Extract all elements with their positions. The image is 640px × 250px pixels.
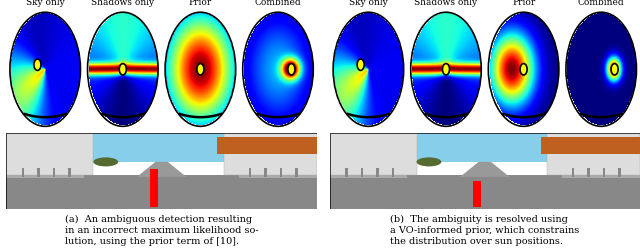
Bar xyxy=(280,168,282,177)
Bar xyxy=(150,170,157,207)
Bar xyxy=(603,168,605,177)
Bar xyxy=(330,134,640,162)
Bar xyxy=(618,168,621,177)
Bar xyxy=(474,181,481,207)
Circle shape xyxy=(357,60,364,71)
Title: Prior: Prior xyxy=(189,0,212,8)
Bar xyxy=(53,168,56,177)
Bar xyxy=(68,168,71,177)
Bar xyxy=(6,134,317,162)
Circle shape xyxy=(611,64,618,76)
Bar xyxy=(572,168,574,177)
Bar xyxy=(563,171,640,179)
Bar xyxy=(295,168,298,177)
Ellipse shape xyxy=(417,158,442,167)
Title: Prior: Prior xyxy=(512,0,535,8)
Bar xyxy=(6,175,317,209)
Circle shape xyxy=(442,64,449,76)
Polygon shape xyxy=(137,162,186,177)
Bar xyxy=(392,168,394,177)
Bar xyxy=(239,171,317,179)
Polygon shape xyxy=(541,138,640,155)
Text: (a)  An ambiguous detection resulting
in an incorrect maximum likelihood so-
lut: (a) An ambiguous detection resulting in … xyxy=(65,214,259,245)
Bar xyxy=(547,134,640,175)
Circle shape xyxy=(288,64,295,76)
Title: Sky only: Sky only xyxy=(349,0,388,8)
Bar xyxy=(224,134,317,175)
Bar xyxy=(361,168,363,177)
Bar xyxy=(330,171,407,179)
Bar xyxy=(6,171,84,179)
Bar xyxy=(330,175,640,209)
Title: Shadows only: Shadows only xyxy=(415,0,477,8)
Text: (b)  The ambiguity is resolved using
a VO-informed prior, which constrains
the d: (b) The ambiguity is resolved using a VO… xyxy=(390,214,579,245)
Title: Sky only: Sky only xyxy=(26,0,65,8)
Bar xyxy=(376,168,379,177)
Circle shape xyxy=(520,64,527,76)
Polygon shape xyxy=(218,138,317,155)
Bar xyxy=(248,168,251,177)
Title: Shadows only: Shadows only xyxy=(92,0,154,8)
Ellipse shape xyxy=(93,158,118,167)
Circle shape xyxy=(34,60,41,71)
Bar xyxy=(588,168,589,177)
Bar xyxy=(264,168,266,177)
Bar xyxy=(22,168,24,177)
Bar xyxy=(38,168,40,177)
Circle shape xyxy=(119,64,126,76)
Title: Combined: Combined xyxy=(578,0,625,8)
Bar xyxy=(6,134,93,175)
Polygon shape xyxy=(460,162,509,177)
Title: Combined: Combined xyxy=(255,0,301,8)
Bar xyxy=(345,168,348,177)
Circle shape xyxy=(197,64,204,76)
Bar xyxy=(330,134,417,175)
